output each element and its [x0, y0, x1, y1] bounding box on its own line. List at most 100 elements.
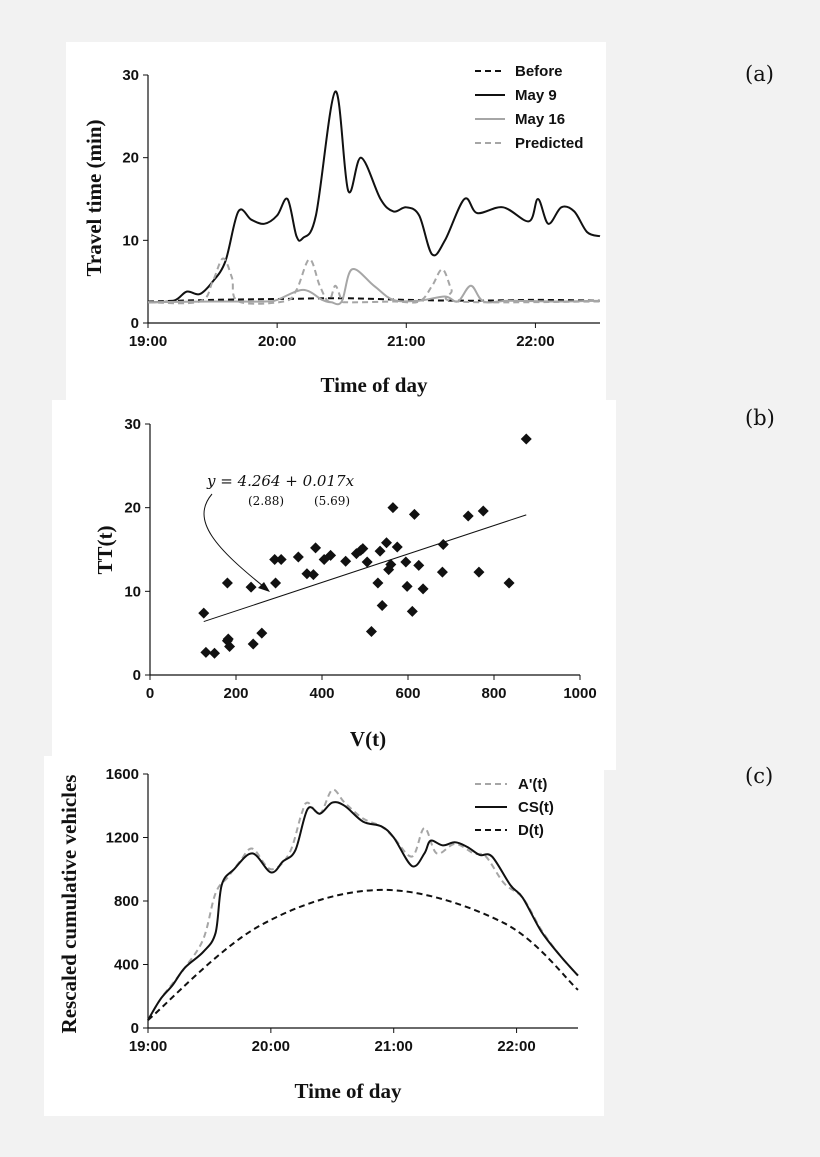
chart-a-xlabel: Time of day — [321, 373, 428, 397]
chart-b-point-14 — [301, 568, 313, 580]
chart-c-legend-label-2: D(t) — [518, 822, 544, 839]
chart-b-point-2 — [209, 647, 220, 659]
chart-b-x-tick-label-1: 200 — [223, 685, 248, 702]
panel-c-background — [44, 756, 604, 1116]
chart-b-point-11 — [270, 577, 282, 589]
chart-b-xlabel: V(t) — [350, 727, 386, 751]
chart-b-point-3 — [221, 577, 233, 589]
chart-b-point-5 — [222, 633, 234, 645]
chart-b-ylabel: TT(t) — [93, 526, 117, 575]
chart-b-point-40 — [437, 538, 449, 550]
chart-a-x-tick-label-0: 19:00 — [129, 333, 167, 350]
chart-a-legend-label-1: May 9 — [515, 87, 557, 104]
chart-b-se-slope: (5.69) — [314, 494, 350, 508]
chart-b-x-tick-label-5: 1000 — [563, 685, 596, 702]
panel-label-c: (c) — [745, 764, 774, 788]
chart-b-point-23 — [361, 556, 373, 568]
chart-a-legend-label-2: May 16 — [515, 111, 565, 128]
chart-c-y-tick-label-4: 1600 — [106, 766, 139, 783]
chart-c-x-tick-label-1: 20:00 — [252, 1038, 290, 1055]
chart-b-y-tick-label-3: 30 — [124, 416, 141, 433]
chart-b-marks: 0 10 20 30 0 200 400 600 800 1000 — [124, 416, 596, 702]
chart-a-y-tick-label-1: 10 — [122, 232, 139, 249]
chart-b-point-15 — [307, 569, 319, 581]
chart-b-point-10 — [269, 554, 281, 566]
chart-b-point-13 — [292, 551, 304, 563]
chart-b-x-tick-label-3: 600 — [395, 685, 420, 702]
chart-b-point-39 — [436, 566, 448, 578]
chart-a-x-tick-label-3: 22:00 — [516, 333, 554, 350]
chart-b-point-9 — [256, 627, 268, 639]
chart-c-x-tick-label-0: 19:00 — [129, 1038, 167, 1055]
chart-b-point-42 — [473, 566, 485, 578]
chart-c-series-line-2 — [147, 888, 579, 1021]
chart-b-point-7 — [245, 581, 257, 593]
chart-b-point-27 — [376, 600, 388, 612]
chart-a-ylabel: Travel time (min) — [82, 119, 106, 276]
chart-c-y-tick-label-2: 800 — [114, 893, 139, 910]
chart-b-point-24 — [365, 625, 377, 637]
chart-b-point-26 — [374, 545, 386, 557]
panel-label-b: (b) — [745, 406, 775, 430]
chart-c-y-tick-label-1: 400 — [114, 957, 139, 974]
chart-b-point-16 — [310, 542, 322, 554]
chart-a-series-line-0 — [147, 297, 601, 303]
chart-b-point-19 — [340, 555, 352, 567]
panel-b-background — [52, 400, 616, 770]
chart-b-point-34 — [401, 580, 413, 592]
chart-b-y-tick-label-0: 0 — [133, 667, 141, 684]
chart-b-point-43 — [477, 505, 489, 517]
chart-b-point-6 — [224, 641, 236, 653]
chart-c-xlabel: Time of day — [295, 1079, 402, 1103]
chart-a-series-line-1 — [147, 90, 601, 304]
panel-label-a: (a) — [745, 62, 774, 86]
chart-b-x-tick-label-2: 400 — [309, 685, 334, 702]
chart-a-y-tick-label-3: 30 — [122, 67, 139, 84]
chart-b-x-tick-label-0: 0 — [146, 685, 154, 702]
chart-b-annotation-arrow — [203, 493, 269, 591]
chart-b-point-30 — [385, 559, 397, 571]
chart-b-point-37 — [413, 559, 425, 571]
chart-c-y-tick-label-0: 0 — [131, 1020, 139, 1037]
chart-b-point-41 — [462, 510, 474, 522]
chart-b-point-31 — [387, 502, 399, 514]
chart-b-point-35 — [406, 605, 418, 617]
chart-b-point-1 — [200, 646, 212, 658]
chart-a-y-tick-label-0: 0 — [131, 315, 139, 332]
chart-b-equation: y = 4.264 + 0.017x — [206, 472, 355, 490]
chart-c-ylabel: Rescaled cumulative vehicles — [57, 775, 81, 1034]
chart-b-point-33 — [400, 556, 412, 568]
panel-a-background — [66, 42, 606, 420]
chart-b-point-22 — [357, 543, 369, 555]
chart-b-point-28 — [381, 537, 392, 549]
chart-b-point-45 — [520, 433, 532, 445]
chart-b-point-32 — [391, 541, 403, 553]
chart-b-y-tick-label-2: 20 — [124, 500, 141, 517]
chart-a-marks: 0 10 20 30 19:00 20:00 21:00 22:00 — [122, 67, 601, 350]
chart-b-point-38 — [417, 583, 429, 595]
chart-c-x-tick-label-2: 21:00 — [375, 1038, 413, 1055]
chart-c-y-tick-label-3: 1200 — [106, 830, 139, 847]
chart-c-x-tick-label-3: 22:00 — [497, 1038, 535, 1055]
chart-c-legend-label-0: A'(t) — [518, 776, 547, 793]
chart-a-series-line-3 — [147, 257, 601, 305]
chart-b-point-0 — [198, 607, 210, 619]
chart-c-series-line-1 — [147, 801, 579, 1021]
chart-b-point-44 — [503, 577, 515, 589]
chart-b-point-18 — [325, 549, 337, 561]
chart-a-legend-label-0: Before — [515, 63, 563, 80]
chart-b-x-tick-label-4: 800 — [481, 685, 506, 702]
chart-a-legend-label-3: Predicted — [515, 135, 583, 152]
chart-a-x-tick-label-1: 20:00 — [258, 333, 296, 350]
chart-b-point-36 — [408, 508, 420, 520]
chart-a-x-tick-label-2: 21:00 — [387, 333, 425, 350]
chart-b-se-intercept: (2.88) — [248, 494, 284, 508]
chart-b-fit-line — [203, 514, 527, 623]
chart-a-y-tick-label-2: 20 — [122, 150, 139, 167]
chart-b-y-tick-label-1: 10 — [124, 583, 141, 600]
chart-c-marks: 0 400 800 1200 1600 19:00 20:00 21:00 22:00 — [106, 766, 579, 1055]
chart-b-point-8 — [247, 638, 259, 650]
chart-c-series-line-0 — [147, 788, 579, 1021]
chart-b-point-25 — [372, 577, 384, 589]
